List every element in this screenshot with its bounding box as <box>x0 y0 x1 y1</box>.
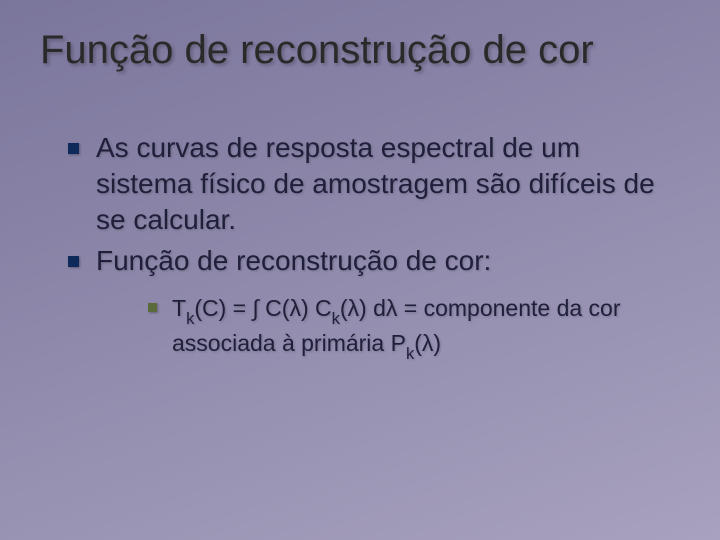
formula-part: (C) = ∫ C(λ) C <box>194 295 331 321</box>
slide-title: Função de reconstrução de cor <box>40 28 700 73</box>
bullet-item: As curvas de resposta espectral de um si… <box>60 130 680 237</box>
formula-subscript: k <box>332 309 340 328</box>
formula-text: Tk(C) = ∫ C(λ) Ck(λ) dλ = componente da … <box>172 295 621 356</box>
sub-bullet-item: Tk(C) = ∫ C(λ) Ck(λ) dλ = componente da … <box>144 293 680 363</box>
sub-bullet-list: Tk(C) = ∫ C(λ) Ck(λ) dλ = componente da … <box>144 293 680 363</box>
formula-subscript: k <box>186 309 194 328</box>
formula-subscript: k <box>406 344 414 363</box>
bullet-text: Função de reconstrução de cor: <box>96 245 491 276</box>
bullet-item: Função de reconstrução de cor: Tk(C) = ∫… <box>60 243 680 363</box>
formula-part: (λ) <box>414 330 441 356</box>
bullet-list: As curvas de resposta espectral de um si… <box>60 130 680 363</box>
slide-content: As curvas de resposta espectral de um si… <box>60 130 680 369</box>
bullet-text: As curvas de resposta espectral de um si… <box>96 132 655 235</box>
formula-part: T <box>172 295 186 321</box>
